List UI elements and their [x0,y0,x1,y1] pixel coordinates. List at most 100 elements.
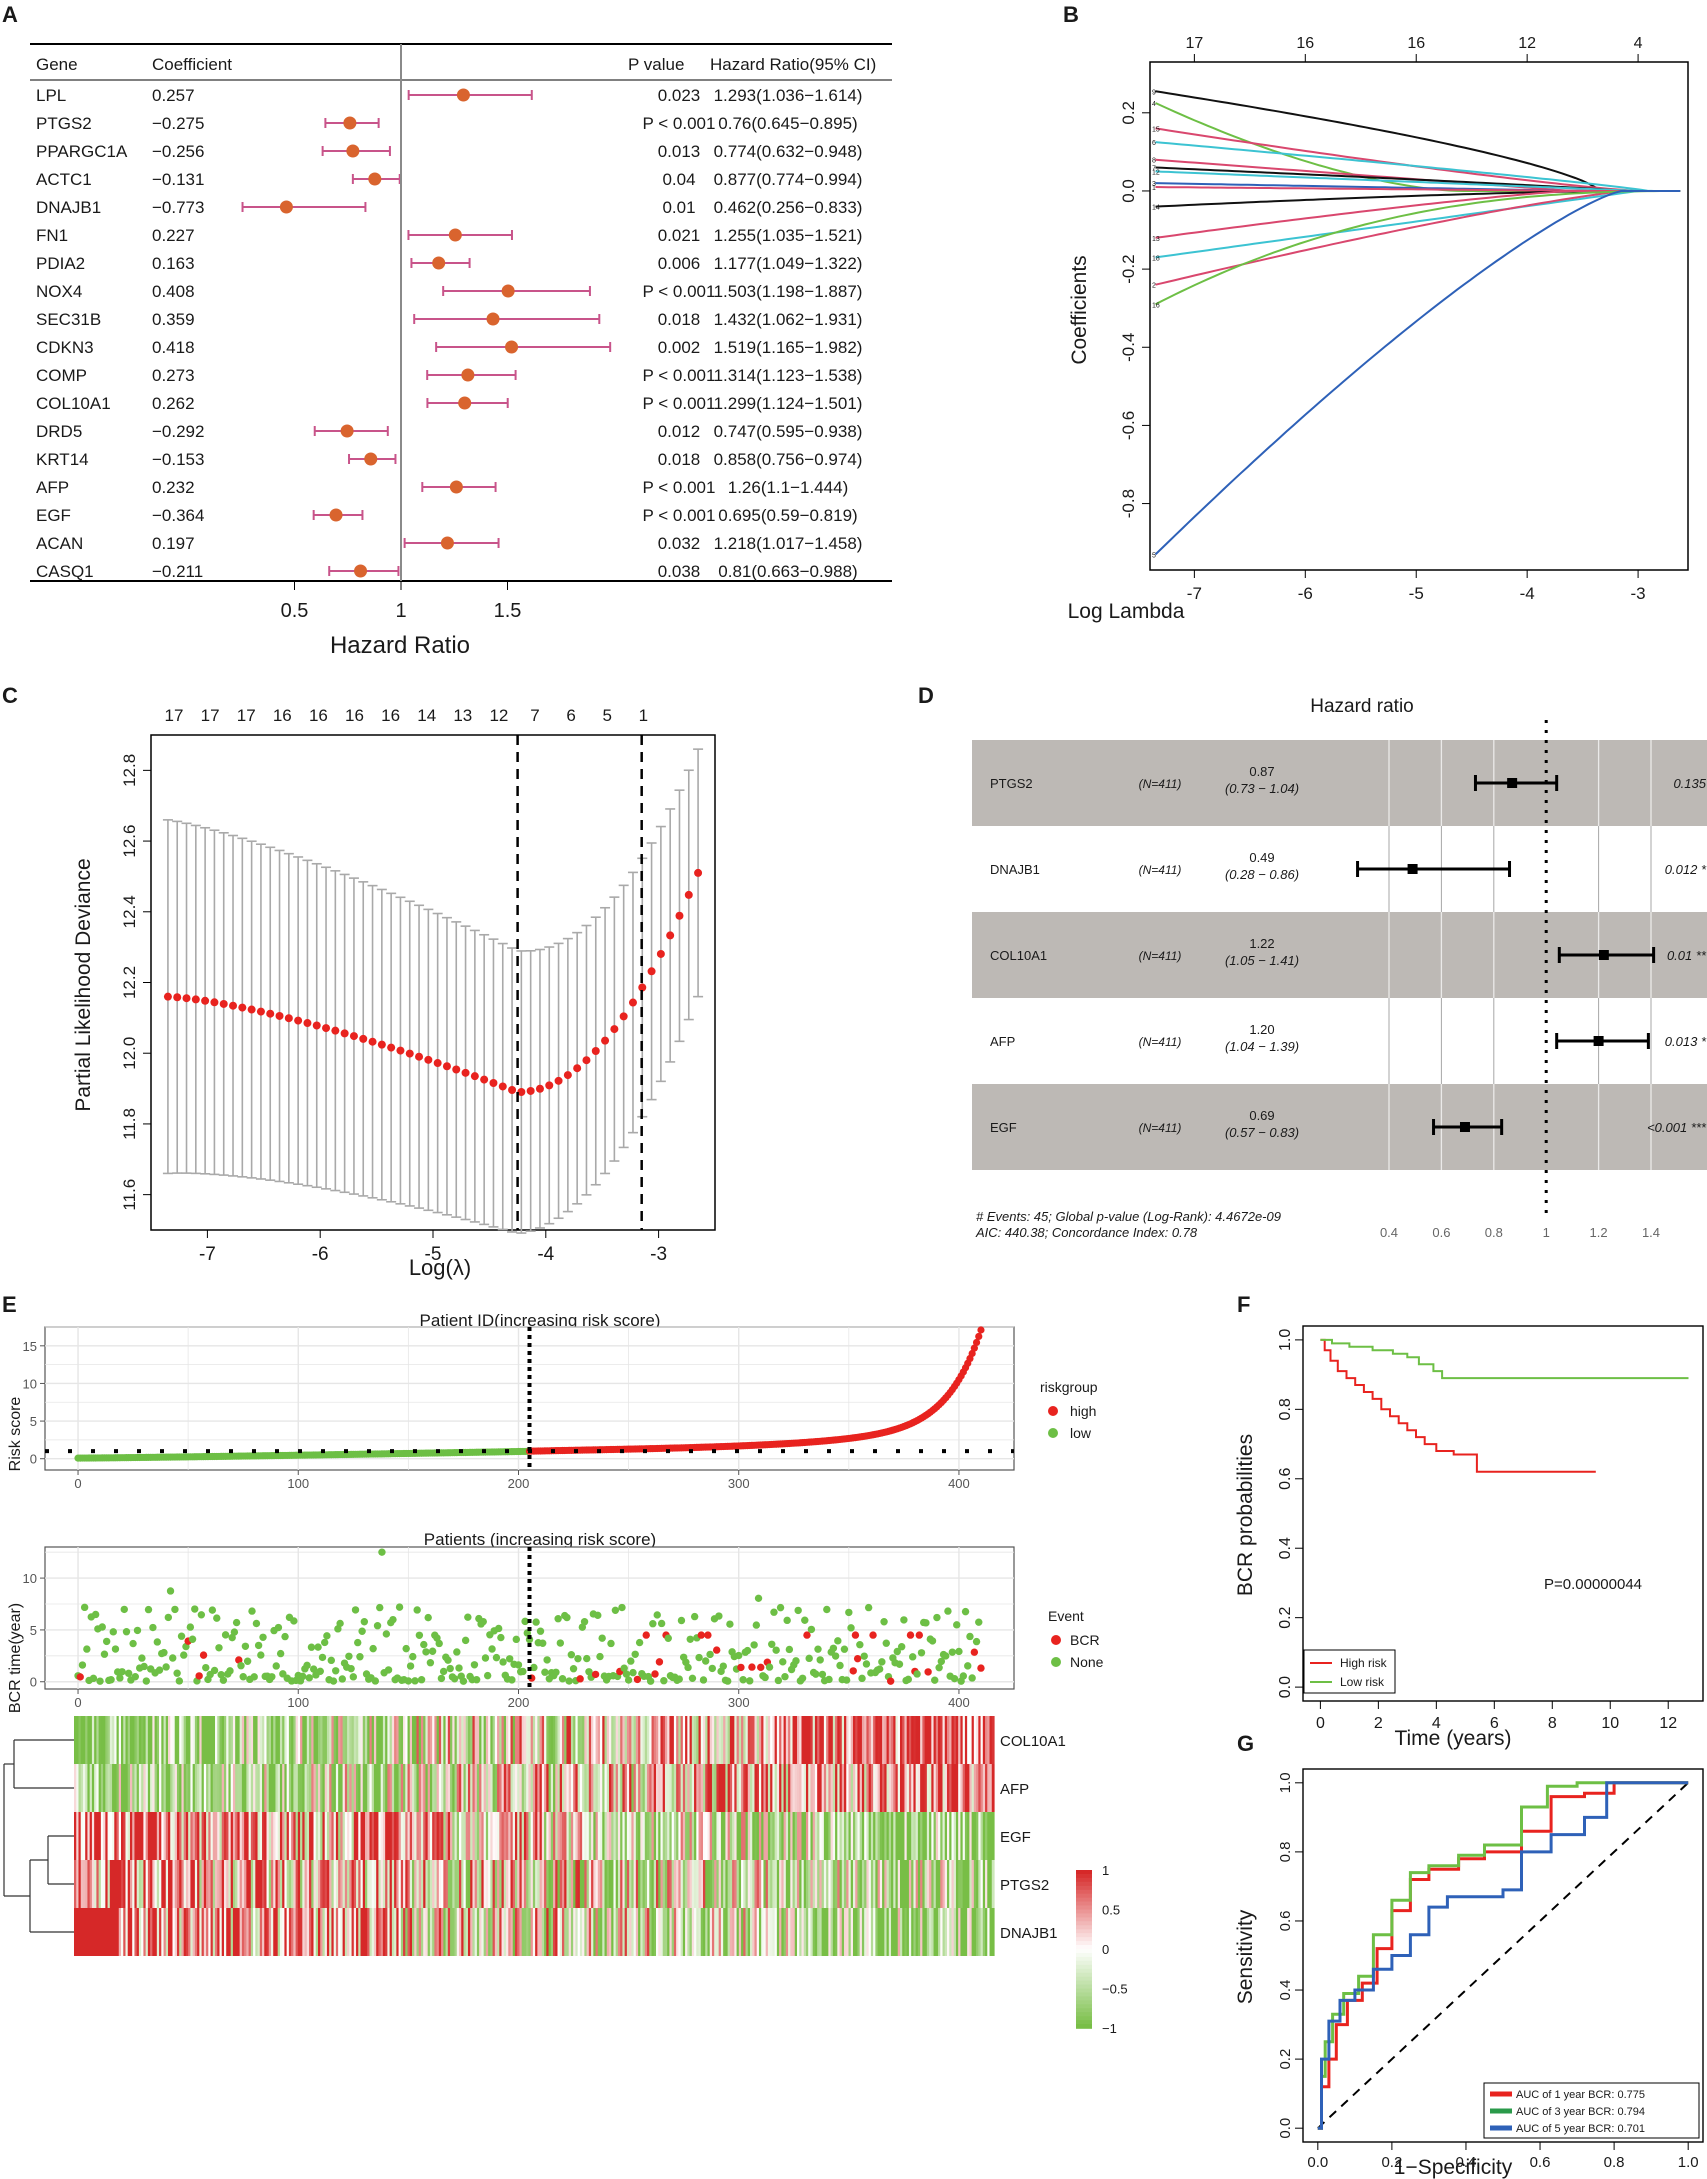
heatmap-cell [579,1908,583,1956]
heatmap-cell [467,1716,471,1764]
heatmap-cell [264,1860,268,1908]
heatmap-cell [868,1716,872,1764]
heatmap-cell [651,1716,655,1764]
heatmap-cell [823,1908,827,1956]
heatmap-cell [593,1908,597,1956]
bcr-point [840,1645,849,1653]
hr-point [448,228,462,242]
heatmap-cell [888,1908,892,1956]
heatmap-cell [582,1764,585,1812]
heatmap-cell [284,1764,288,1812]
heatmap-cell [96,1812,100,1860]
heatmap-cell [671,1764,675,1812]
heatmap-cell [564,1908,568,1956]
heatmap-cell [682,1908,686,1956]
heatmap-cell [250,1716,254,1764]
heatmap-cell [553,1764,556,1812]
heatmap-cell [864,1860,868,1908]
heatmap-cell [326,1812,330,1860]
heatmap-cell [432,1812,435,1860]
bcr-point [594,1611,602,1620]
heatmap-cell [192,1716,196,1764]
heatmap-cell [508,1908,512,1956]
heatmap-cell [595,1908,599,1956]
heatmap-cell [266,1716,270,1764]
heatmap-cell [664,1860,668,1908]
x-tick-label: 8 [1548,1715,1557,1732]
heatmap-cell [91,1860,95,1908]
heatmap-cell [450,1812,453,1860]
heatmap-cell [403,1812,406,1860]
risk-point [975,1332,983,1341]
legend-marker-bcr [1051,1635,1061,1645]
heatmap-cell [982,1716,986,1764]
bcr-point [164,1613,173,1622]
y-axis-label: BCR probabilities [1234,1434,1257,1596]
heatmap-cell [136,1812,140,1860]
heatmap-cell [756,1860,760,1908]
heatmap-cell [727,1908,731,1956]
heatmap-cell [512,1860,516,1908]
x-axis-label: Log Lambda [1068,600,1185,623]
heatmap-cell [492,1812,496,1860]
heatmap-cell [765,1860,769,1908]
heatmap-cell [770,1860,773,1908]
path-label: 4 [1152,101,1156,108]
deviance-point [238,1003,247,1012]
heatmap-cell [741,1812,744,1860]
heatmap-cell [951,1764,955,1812]
heatmap-cell [958,1716,962,1764]
heatmap-cell [485,1860,489,1908]
heatmap-cell [962,1764,966,1812]
heatmap-cell [541,1716,545,1764]
heatmap-cell [438,1812,442,1860]
heatmap-cell [302,1908,306,1956]
heatmap-cell [676,1812,679,1860]
heatmap-cell [917,1860,921,1908]
heatmap-cell [732,1812,735,1860]
heatmap-cell [199,1860,203,1908]
heatmap-cell [512,1764,516,1812]
heatmap-cell [935,1812,939,1860]
heatmap-cell [969,1716,973,1764]
x-tick-label: 300 [728,1476,750,1491]
heatmap-cell [888,1812,892,1860]
heatmap-cell [958,1908,962,1956]
heatmap-cell [277,1764,281,1812]
heatmap-cell [255,1764,259,1812]
heatmap-cell [911,1860,915,1908]
heatmap-cell [107,1812,111,1860]
heatmap-cell [714,1764,718,1812]
coefficient-path [1155,102,1681,192]
heatmap-cell [387,1860,391,1908]
heatmap-cell [577,1860,581,1908]
colorbar-segment [1076,1976,1092,1982]
legend-marker-none [1051,1657,1061,1667]
heatmap-cell [526,1764,530,1812]
bcr-point [536,1627,545,1635]
colorbar-segment [1076,1893,1092,1899]
heatmap-cell [476,1812,480,1860]
bcr-point [646,1677,655,1685]
heatmap-cell [244,1716,247,1764]
heatmap-cell [150,1812,153,1860]
heatmap-cell [114,1764,118,1812]
bcr-point [805,1654,813,1663]
heatmap-cell [192,1908,196,1956]
heatmap-cell [761,1716,765,1764]
heatmap-cell [253,1908,256,1956]
heatmap-cell [96,1764,100,1812]
heatmap-cell [738,1860,742,1908]
p-value: 0.038 [658,562,701,581]
heatmap-cell [250,1860,254,1908]
heatmap-cell [293,1812,297,1860]
deviance-point [331,1026,340,1035]
heatmap-cell [116,1860,120,1908]
heatmap-cell [595,1716,599,1764]
heatmap-cell [617,1908,621,1956]
heatmap-cell [291,1860,294,1908]
heatmap-cell [615,1764,619,1812]
heatmap-cell [658,1764,662,1812]
heatmap-cell [745,1764,749,1812]
heatmap-cell [530,1908,534,1956]
